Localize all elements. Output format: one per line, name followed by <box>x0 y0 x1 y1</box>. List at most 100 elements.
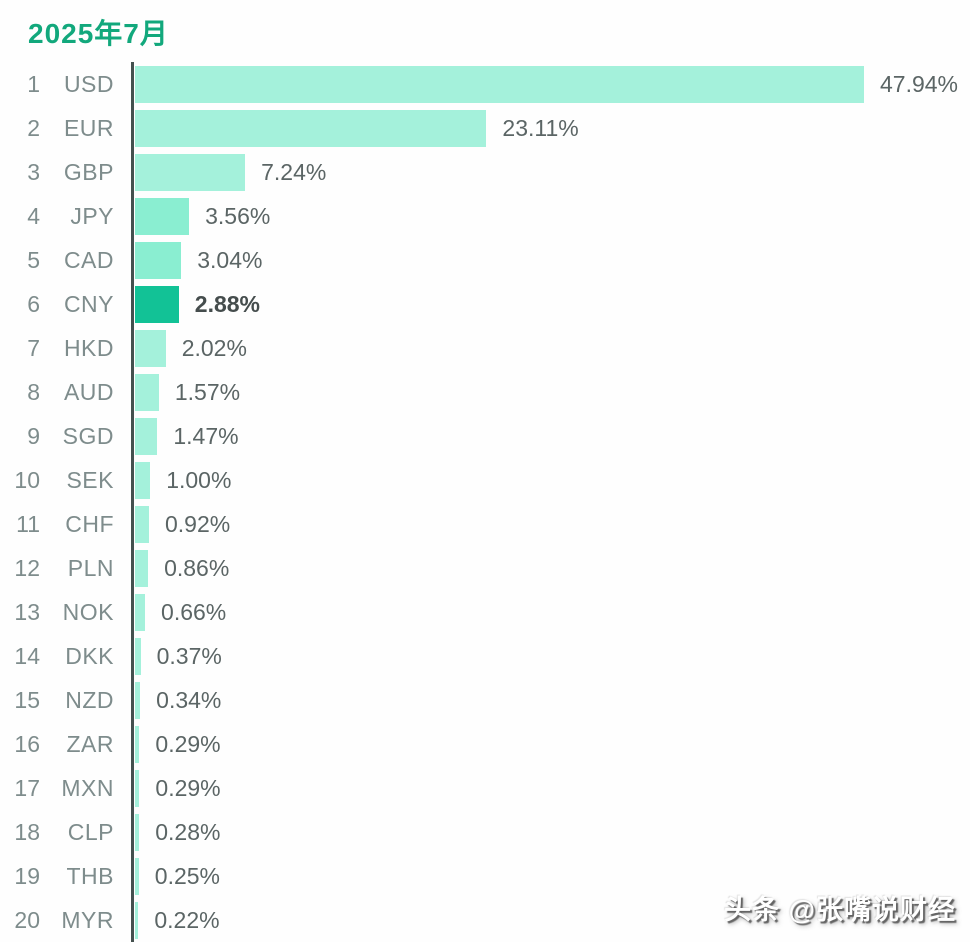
rank-label: 4 <box>27 202 40 229</box>
value-bar <box>135 901 139 939</box>
chart-row: 14 DKK 0.37% <box>0 634 970 678</box>
chart-row: 12 PLN 0.86% <box>0 546 970 590</box>
value-label: 3.56% <box>205 202 271 229</box>
value-bar <box>135 241 182 279</box>
value-label: 0.66% <box>161 598 227 625</box>
currency-code-label: HKD <box>63 334 114 361</box>
currency-code-label: THB <box>66 862 114 889</box>
chart-row: 4 JPY 3.56% <box>0 194 970 238</box>
value-label: 1.57% <box>174 378 241 405</box>
currency-code-label: DKK <box>65 642 114 669</box>
value-label: 23.11% <box>502 114 579 141</box>
rank-label: 2 <box>27 114 40 141</box>
y-axis-line <box>131 62 134 942</box>
value-bar <box>135 549 149 587</box>
value-bar <box>135 681 141 719</box>
chart-row: 6 CNY 2.88% <box>0 282 970 326</box>
chart-row: 13 NOK 0.66% <box>0 590 970 634</box>
currency-code-label: ZAR <box>66 730 114 757</box>
chart-row: 18 CLP 0.28% <box>0 810 970 854</box>
value-label: 3.04% <box>197 246 263 273</box>
rank-label: 20 <box>14 906 40 933</box>
value-bar <box>135 153 246 191</box>
chart-row: 17 MXN 0.29% <box>0 766 970 810</box>
currency-code-label: CNY <box>63 290 114 317</box>
value-label: 0.28% <box>155 818 221 845</box>
value-label: 0.34% <box>156 686 222 713</box>
value-label: 0.92% <box>164 510 231 537</box>
chart-row: 19 THB 0.25% <box>0 854 970 898</box>
chart-row: 20 MYR 0.22% <box>0 898 970 942</box>
rank-label: 9 <box>27 422 40 449</box>
currency-code-label: EUR <box>63 114 114 141</box>
value-label: 0.22% <box>154 906 220 933</box>
value-label: 7.24% <box>261 158 327 185</box>
chart-row: 5 CAD 3.04% <box>0 238 970 282</box>
chart-row: 16 ZAR 0.29% <box>0 722 970 766</box>
value-bar <box>135 857 139 895</box>
value-label: 2.88% <box>194 290 260 317</box>
chart-row: 9 SGD 1.47% <box>0 414 970 458</box>
value-bar <box>135 725 140 763</box>
rank-label: 17 <box>14 774 40 801</box>
currency-code-label: SEK <box>66 466 114 493</box>
chart-row: 3 GBP 7.24% <box>0 150 970 194</box>
value-label: 1.47% <box>173 422 239 449</box>
value-bar <box>135 109 487 147</box>
value-label: 1.00% <box>166 466 232 493</box>
rank-label: 13 <box>14 598 40 625</box>
chart-row: 2 EUR 23.11% <box>0 106 970 150</box>
value-bar <box>135 417 158 455</box>
rank-label: 8 <box>27 378 40 405</box>
rank-label: 15 <box>14 686 40 713</box>
value-bar <box>135 461 151 499</box>
value-bar <box>135 285 179 323</box>
chart-row: 7 HKD 2.02% <box>0 326 970 370</box>
currency-code-label: PLN <box>67 554 114 581</box>
rank-label: 19 <box>14 862 40 889</box>
currency-code-label: MYR <box>61 906 114 933</box>
chart-row: 15 NZD 0.34% <box>0 678 970 722</box>
value-bar <box>135 65 864 103</box>
bar-chart: 1 USD 47.94% 2 EUR 23.11% 3 GBP 7.24% 4 JPY 3.56% 5 C… <box>0 62 970 942</box>
value-bar <box>135 373 159 411</box>
value-label: 47.94% <box>880 70 959 97</box>
rank-label: 10 <box>14 466 40 493</box>
currency-code-label: JPY <box>70 202 114 229</box>
rank-label: 3 <box>27 158 40 185</box>
rank-label: 5 <box>27 246 40 273</box>
currency-code-label: NOK <box>62 598 114 625</box>
chart-title: 2025年7月 <box>28 18 169 49</box>
value-label: 0.86% <box>164 554 230 581</box>
currency-code-label: USD <box>63 70 114 97</box>
value-bar <box>135 593 146 631</box>
currency-code-label: MXN <box>61 774 114 801</box>
chart-row: 11 CHF 0.92% <box>0 502 970 546</box>
rank-label: 7 <box>27 334 40 361</box>
rank-label: 11 <box>16 510 40 537</box>
currency-code-label: CLP <box>67 818 114 845</box>
value-label: 0.29% <box>155 730 221 757</box>
rank-label: 12 <box>14 554 40 581</box>
chart-row: 8 AUD 1.57% <box>0 370 970 414</box>
value-bar <box>135 813 140 851</box>
value-bar <box>135 329 166 367</box>
rank-label: 14 <box>14 642 40 669</box>
rank-label: 16 <box>14 730 40 757</box>
currency-code-label: GBP <box>63 158 114 185</box>
rank-label: 1 <box>27 70 40 97</box>
value-bar <box>135 197 190 235</box>
value-label: 0.25% <box>154 862 221 889</box>
currency-code-label: AUD <box>63 378 114 405</box>
chart-row: 1 USD 47.94% <box>0 62 970 106</box>
rank-label: 18 <box>14 818 40 845</box>
value-label: 2.02% <box>181 334 247 361</box>
rank-label: 6 <box>27 290 40 317</box>
value-bar <box>135 505 149 543</box>
watermark: 头条 @张嘴说财经 <box>724 895 956 925</box>
currency-code-label: CAD <box>63 246 114 273</box>
currency-code-label: SGD <box>62 422 114 449</box>
value-bar <box>135 769 140 807</box>
currency-code-label: NZD <box>65 686 114 713</box>
chart-row: 10 SEK 1.00% <box>0 458 970 502</box>
